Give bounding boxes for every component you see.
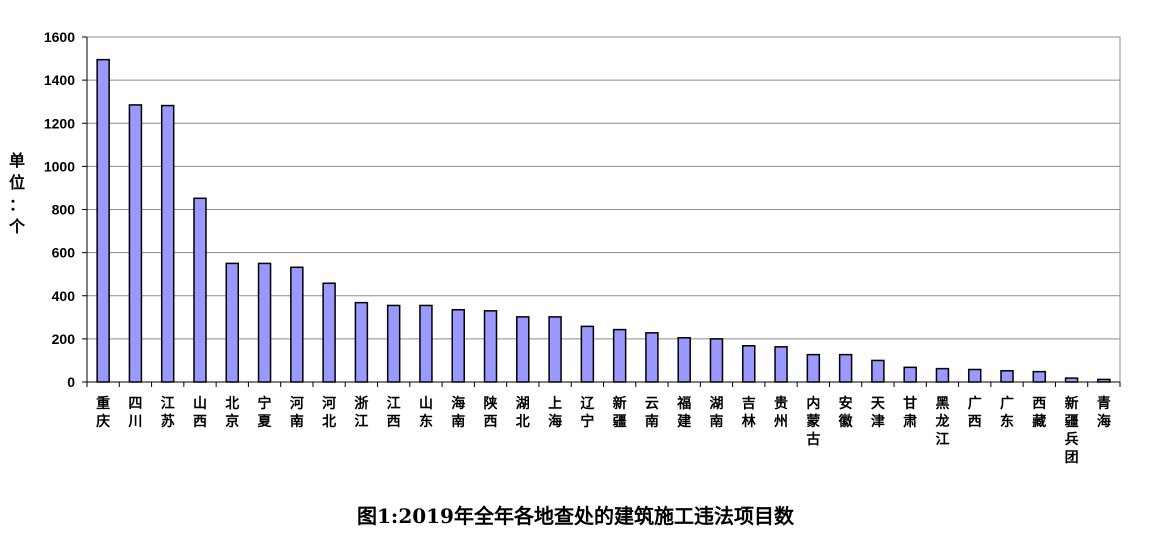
x-category-label: 内蒙古	[806, 395, 820, 448]
bar	[451, 309, 465, 383]
bar	[806, 353, 821, 383]
x-category-label: 湖南	[709, 396, 723, 430]
x-category-label: 贵州	[773, 395, 788, 430]
bar	[838, 353, 853, 383]
y-tick-label: 0	[67, 374, 75, 390]
bar	[967, 368, 982, 383]
bar	[580, 325, 595, 383]
bar	[903, 366, 917, 383]
x-category-label: 云南	[645, 396, 659, 430]
x-category-label: 辽宁	[580, 396, 595, 430]
x-category-label: 宁夏	[258, 395, 273, 430]
x-category-label: 甘肃	[903, 395, 917, 430]
bar	[483, 310, 498, 383]
x-category-label: 河北	[322, 395, 336, 430]
x-category-label: 浙江	[354, 395, 368, 430]
x-category-label: 北京	[225, 396, 239, 430]
bar	[160, 104, 175, 383]
x-category-label: 海南	[451, 395, 465, 430]
bar	[709, 338, 724, 383]
bar	[257, 262, 272, 383]
x-category-label: 山西	[193, 396, 207, 430]
bars	[96, 58, 1111, 383]
bar	[193, 197, 207, 383]
x-category-label: 新疆兵团	[1065, 395, 1079, 466]
y-tick-label: 1400	[44, 72, 75, 88]
x-category-label: 青海	[1097, 395, 1111, 430]
bar	[677, 337, 691, 383]
gridlines	[87, 36, 1120, 340]
x-category-label: 上海	[548, 396, 562, 430]
bar	[96, 58, 110, 383]
bar	[1064, 377, 1079, 383]
y-tick-label: 400	[52, 288, 76, 304]
y-axis-label: 单位：个	[8, 151, 26, 236]
bar	[354, 301, 369, 383]
bar	[290, 266, 304, 383]
y-axis-ticks: 0 200 400 600 800 1000 1200 1400 1600	[44, 29, 87, 390]
y-tick-label: 600	[52, 245, 76, 261]
x-category-label: 广西	[968, 395, 982, 430]
bar	[419, 304, 433, 383]
x-category-label: 广东	[1000, 395, 1014, 430]
x-category-label: 江西	[387, 395, 401, 430]
bar	[645, 332, 659, 383]
x-category-label: 河南	[290, 395, 304, 430]
x-category-label: 福建	[676, 395, 691, 430]
bar	[128, 104, 143, 383]
bar	[386, 304, 401, 383]
bar	[1097, 378, 1111, 383]
x-category-label: 湖北	[516, 396, 530, 430]
x-category-label: 新疆	[613, 395, 627, 430]
y-tick-label: 1600	[44, 29, 75, 45]
plot-area	[86, 36, 1121, 387]
x-category-label: 陕西	[484, 395, 498, 430]
y-tick-label: 200	[52, 331, 76, 347]
y-tick-label: 1200	[44, 115, 75, 131]
bar	[548, 316, 562, 383]
y-tick-label: 800	[52, 202, 76, 218]
x-category-label: 重庆	[96, 395, 110, 430]
bar	[612, 328, 627, 383]
bar	[322, 282, 336, 383]
x-category-label: 天津	[871, 396, 886, 430]
bar	[516, 316, 530, 383]
x-axis-category-labels: 重庆四川江苏山西北京宁夏河南河北浙江江西山东海南陕西湖北上海辽宁新疆云南福建湖南…	[96, 395, 1111, 466]
bar	[774, 346, 788, 383]
x-category-label: 吉林	[742, 395, 756, 430]
x-category-label: 四川	[127, 396, 142, 430]
x-category-label: 西藏	[1032, 396, 1046, 430]
x-category-label: 黑龙江	[934, 396, 949, 448]
y-axis-title: 单位：个	[8, 151, 26, 236]
x-category-label: 江苏	[161, 395, 175, 430]
bar	[742, 345, 756, 383]
bar	[1000, 370, 1014, 383]
chart-title: 图1:2019年全年各地查处的建筑施工违法项目数	[357, 504, 794, 528]
x-category-label: 山东	[419, 396, 433, 430]
y-tick-label: 1000	[44, 158, 75, 174]
bar	[1032, 370, 1047, 383]
x-category-label: 安徽	[838, 395, 854, 430]
bar	[935, 367, 950, 383]
bar	[225, 262, 240, 383]
bar	[871, 359, 885, 383]
